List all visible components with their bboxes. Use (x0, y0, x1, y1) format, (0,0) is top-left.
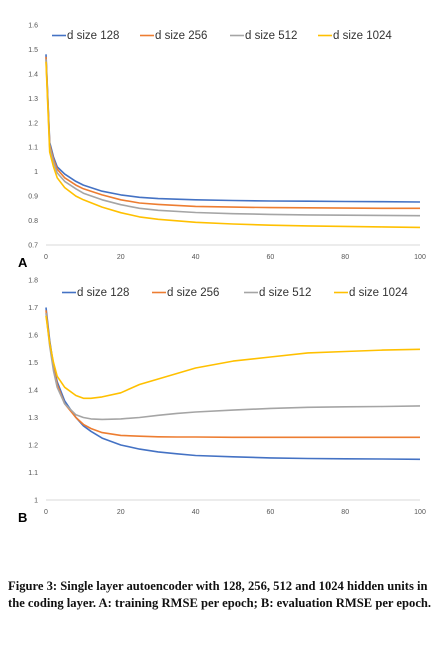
chart-b-x-tick-label: 100 (414, 509, 426, 516)
chart-a-series-line-4 (45, 61, 421, 229)
chart-a-legend-label-1: d size 128 (67, 30, 119, 42)
chart-b-x-tick-label: 60 (267, 509, 275, 516)
chart-a-y-tick-label: 1.3 (28, 96, 38, 103)
chart-b-y-tick-label: 1.2 (28, 443, 38, 450)
chart-b-panel-label: B (18, 510, 27, 525)
chart-a-y-tick-label: 1.6 (28, 23, 38, 30)
chart-b-x-tick-label: 20 (117, 509, 125, 516)
chart-a-legend-label-2: d size 256 (155, 30, 207, 42)
chart-b-y-tick-label: 1.8 (28, 278, 38, 285)
chart-b-series-line-1 (45, 307, 421, 461)
chart-b-series-line-2 (45, 310, 420, 439)
chart-b-legend-label-2: d size 256 (167, 287, 219, 299)
chart-b-y-tick-label: 1.5 (28, 360, 38, 367)
chart-a-y-tick-label: 1.5 (28, 47, 38, 54)
chart-a-x-tick-label: 60 (267, 254, 275, 261)
chart-a-series-line-1 (45, 54, 421, 203)
chart-b-x-tick-label: 40 (192, 509, 200, 516)
chart-b-y-tick-label: 1 (34, 498, 38, 505)
chart-a-x-tick-label: 80 (341, 254, 349, 261)
chart-a-x-tick-label: 100 (414, 254, 426, 261)
chart-b-y-tick-label: 1.6 (28, 333, 38, 340)
chart-a-panel-label: A (18, 255, 28, 270)
chart-b-y-tick-label: 1.1 (28, 470, 38, 477)
chart-b-legend-label-1: d size 128 (77, 287, 129, 299)
chart-a-y-tick-label: 1.2 (28, 120, 38, 127)
chart-b-y-tick-label: 1.4 (28, 388, 38, 395)
chart-a-x-tick-label: 20 (117, 254, 125, 261)
chart-b-x-tick-label: 80 (341, 509, 349, 516)
chart-b-legend-label-3: d size 512 (259, 287, 311, 299)
chart-a-legend-label-4: d size 1024 (333, 30, 392, 42)
chart-b-y-tick-label: 1.3 (28, 415, 38, 422)
chart-b-y-tick-label: 1.7 (28, 305, 38, 312)
chart-a-x-tick-label: 0 (44, 254, 48, 261)
chart-a-series-line-3 (45, 59, 421, 217)
chart-a-y-tick-label: 1 (34, 169, 38, 176)
chart-a-x-tick-label: 40 (192, 254, 200, 261)
chart-a-y-tick-label: 0.7 (28, 243, 38, 250)
chart-a-y-tick-label: 0.8 (28, 218, 38, 225)
chart-a-series-line-2 (45, 56, 420, 210)
figure-charts: 0.7 0.8 0.9 1 1.1 1.2 1.3 1.4 1.5 1.6 0 20 40 60 80 100… (18, 23, 426, 526)
chart-b-legend-label-4: d size 1024 (349, 287, 408, 299)
chart-b-series-line-3 (45, 312, 421, 421)
chart-a-y-tick-label: 1.4 (28, 71, 38, 78)
chart-a-y-tick-label: 0.9 (28, 194, 38, 201)
figure-caption: Figure 3: Single layer autoencoder with … (8, 579, 432, 610)
chart-a-legend-label-3: d size 512 (245, 30, 297, 42)
chart-b-series-line-4 (45, 315, 421, 400)
chart-a-y-tick-label: 1.1 (28, 145, 38, 152)
chart-b-x-tick-label: 0 (44, 509, 48, 516)
